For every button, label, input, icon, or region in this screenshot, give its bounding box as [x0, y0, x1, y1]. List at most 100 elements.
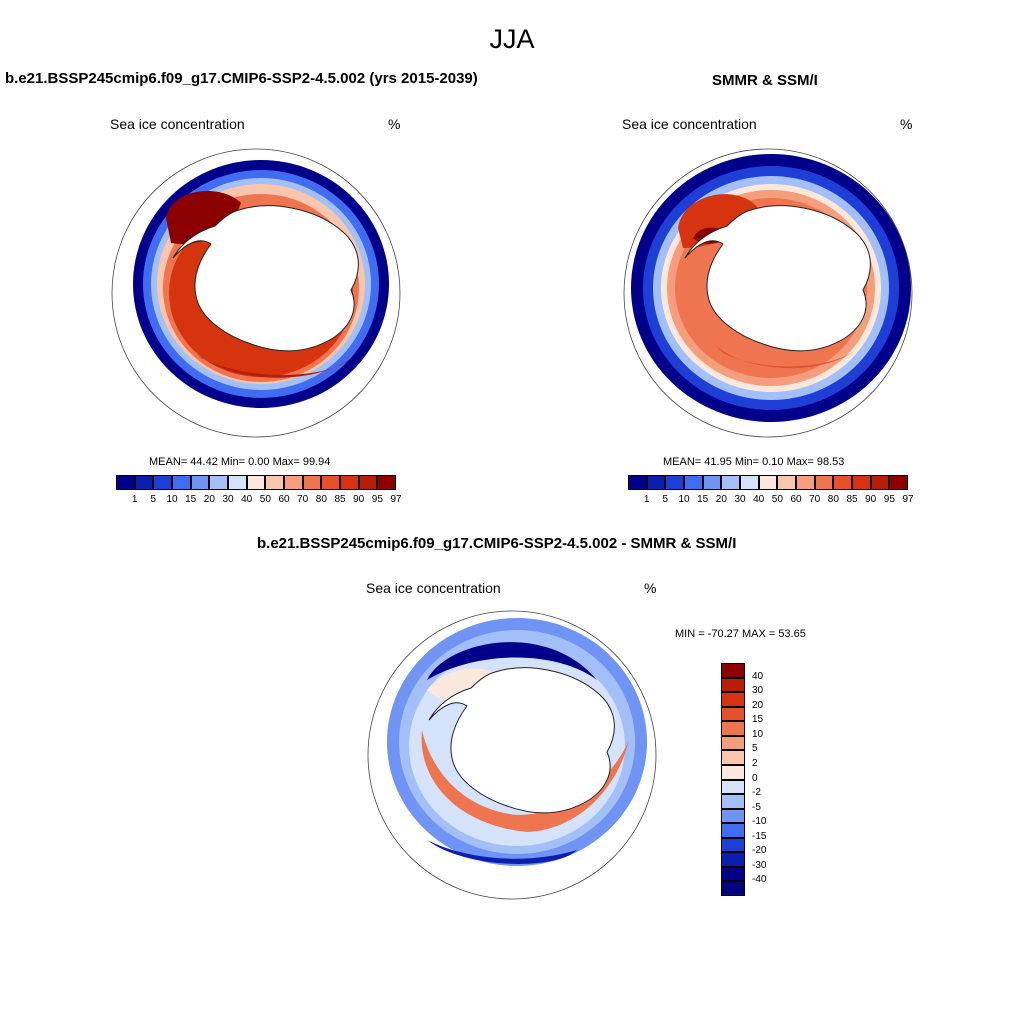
- max-label: Max=: [786, 456, 814, 468]
- min-label: Min=: [734, 456, 760, 468]
- colorbar-box: [721, 837, 745, 853]
- colorbar-box: [721, 764, 745, 780]
- colorbar-box: [302, 475, 322, 490]
- colorbar-tick-label: 80: [315, 494, 327, 505]
- map-panel-1: [111, 148, 401, 438]
- colorbar-tick-label: 10: [678, 494, 690, 505]
- colorbar-tick-label: 30: [734, 494, 746, 505]
- colorbar-tick-label: 95: [371, 494, 383, 505]
- colorbar-tick-label: 1: [131, 494, 138, 505]
- map-boundary: [111, 148, 401, 438]
- colorbar-tick-label: 0: [752, 772, 758, 784]
- colorbar-tick-label: 10: [752, 728, 764, 740]
- colorbar-box: [740, 475, 759, 490]
- mean-value: 41.95: [704, 456, 732, 468]
- colorbar-box: [340, 475, 359, 490]
- colorbar-tick-label: 15: [185, 494, 197, 505]
- colorbar-tick-label: -20: [752, 845, 767, 857]
- min-value: 0.10: [762, 456, 784, 468]
- colorbar-tick-label: 85: [846, 494, 858, 505]
- panel-1-title: b.e21.BSSP245cmip6.f09_g17.CMIP6-SSP2-4.…: [5, 70, 478, 87]
- colorbar-box: [721, 823, 745, 838]
- colorbar-tick-label: 97: [390, 494, 402, 505]
- colorbar-tick-label: -15: [752, 830, 767, 842]
- colorbar-tick-label: -5: [752, 801, 761, 813]
- colorbar-box: [246, 475, 266, 490]
- colorbar-box: [646, 475, 666, 490]
- colorbar-tick-label: 5: [150, 494, 157, 505]
- colorbar-box: [228, 475, 247, 490]
- panel-2-variable: Sea ice concentration: [622, 116, 757, 132]
- colorbar-tick-label: 50: [259, 494, 271, 505]
- panel-2-units: %: [900, 116, 913, 132]
- colorbar-box: [377, 475, 396, 490]
- panel-2-title: SMMR & SSM/I: [712, 72, 818, 89]
- colorbar-box: [777, 475, 796, 490]
- colorbar-box: [758, 475, 778, 490]
- max-label: Max=: [272, 456, 300, 468]
- colorbar-tick-label: 5: [662, 494, 669, 505]
- antarctica-landmass: [684, 205, 871, 352]
- colorbar-box: [665, 475, 684, 490]
- colorbar-box: [721, 866, 745, 882]
- colorbar-box: [721, 794, 745, 809]
- colorbar-tick-label: 85: [334, 494, 346, 505]
- colorbar-box: [721, 706, 745, 722]
- colorbar-box: [321, 475, 340, 490]
- colorbar-box: [209, 475, 228, 490]
- antarctica-landmass: [428, 667, 615, 814]
- colorbar-tick-label: -2: [752, 787, 761, 799]
- panel-2-stats: MEAN= 41.95 Min= 0.10 Max= 98.53: [663, 456, 844, 468]
- colorbar-tick-label: 70: [809, 494, 821, 505]
- colorbar-tick-label: -10: [752, 816, 767, 828]
- mean-label: MEAN=: [663, 456, 702, 468]
- colorbar-box: [721, 692, 745, 707]
- colorbar-tick-label: 15: [752, 714, 764, 726]
- colorbar-box: [721, 750, 745, 765]
- colorbar-tick-label: -30: [752, 859, 767, 871]
- colorbar-tick-label: 95: [883, 494, 895, 505]
- colorbar-box: [684, 475, 703, 490]
- colorbar-box: [172, 475, 191, 490]
- colorbar-box: [153, 475, 172, 490]
- panel-3-units: %: [644, 580, 657, 596]
- colorbar-tick-label: 40: [241, 494, 253, 505]
- colorbar-box: [796, 475, 815, 490]
- map-boundary: [367, 610, 657, 900]
- colorbar-tick-label: 20: [715, 494, 727, 505]
- colorbar-box: [833, 475, 852, 490]
- max-value: 99.94: [302, 456, 331, 468]
- colorbar-tick-label: -40: [752, 874, 767, 886]
- panel-3-title: b.e21.BSSP245cmip6.f09_g17.CMIP6-SSP2-4.…: [257, 535, 737, 552]
- colorbar-box: [814, 475, 834, 490]
- colorbar-tick-label: 20: [752, 699, 764, 711]
- colorbar-tick-label: 5: [752, 743, 758, 755]
- map-boundary: [623, 148, 913, 438]
- colorbar-box: [721, 852, 745, 867]
- colorbar-tick-label: 80: [827, 494, 839, 505]
- colorbar-tick-label: 30: [752, 685, 764, 697]
- colorbar-box: [721, 677, 745, 693]
- colorbar-box: [889, 475, 908, 490]
- panel-1-units: %: [388, 116, 401, 132]
- colorbar-box: [265, 475, 284, 490]
- colorbar-tick-label: 70: [297, 494, 309, 505]
- page-title: JJA: [489, 24, 535, 54]
- colorbar-tick-label: 10: [166, 494, 178, 505]
- colorbar-tick-label: 97: [902, 494, 914, 505]
- colorbar-tick-label: 40: [753, 494, 765, 505]
- colorbar-box: [190, 475, 210, 490]
- colorbar-box: [721, 475, 740, 490]
- mean-label: MEAN=: [149, 456, 188, 468]
- map-panel-2: [623, 148, 913, 438]
- colorbar-tick-label: 20: [203, 494, 215, 505]
- colorbar-box: [358, 475, 378, 490]
- colorbar-box: [721, 881, 745, 896]
- colorbar-box: [116, 475, 135, 490]
- min-value: 0.00: [248, 456, 270, 468]
- colorbar-tick-label: 90: [865, 494, 877, 505]
- panel-3-variable: Sea ice concentration: [366, 580, 501, 596]
- panel-3-stats: MIN = -70.27 MAX = 53.65: [675, 628, 806, 640]
- colorbar-box: [284, 475, 303, 490]
- colorbar-tick-label: 60: [790, 494, 802, 505]
